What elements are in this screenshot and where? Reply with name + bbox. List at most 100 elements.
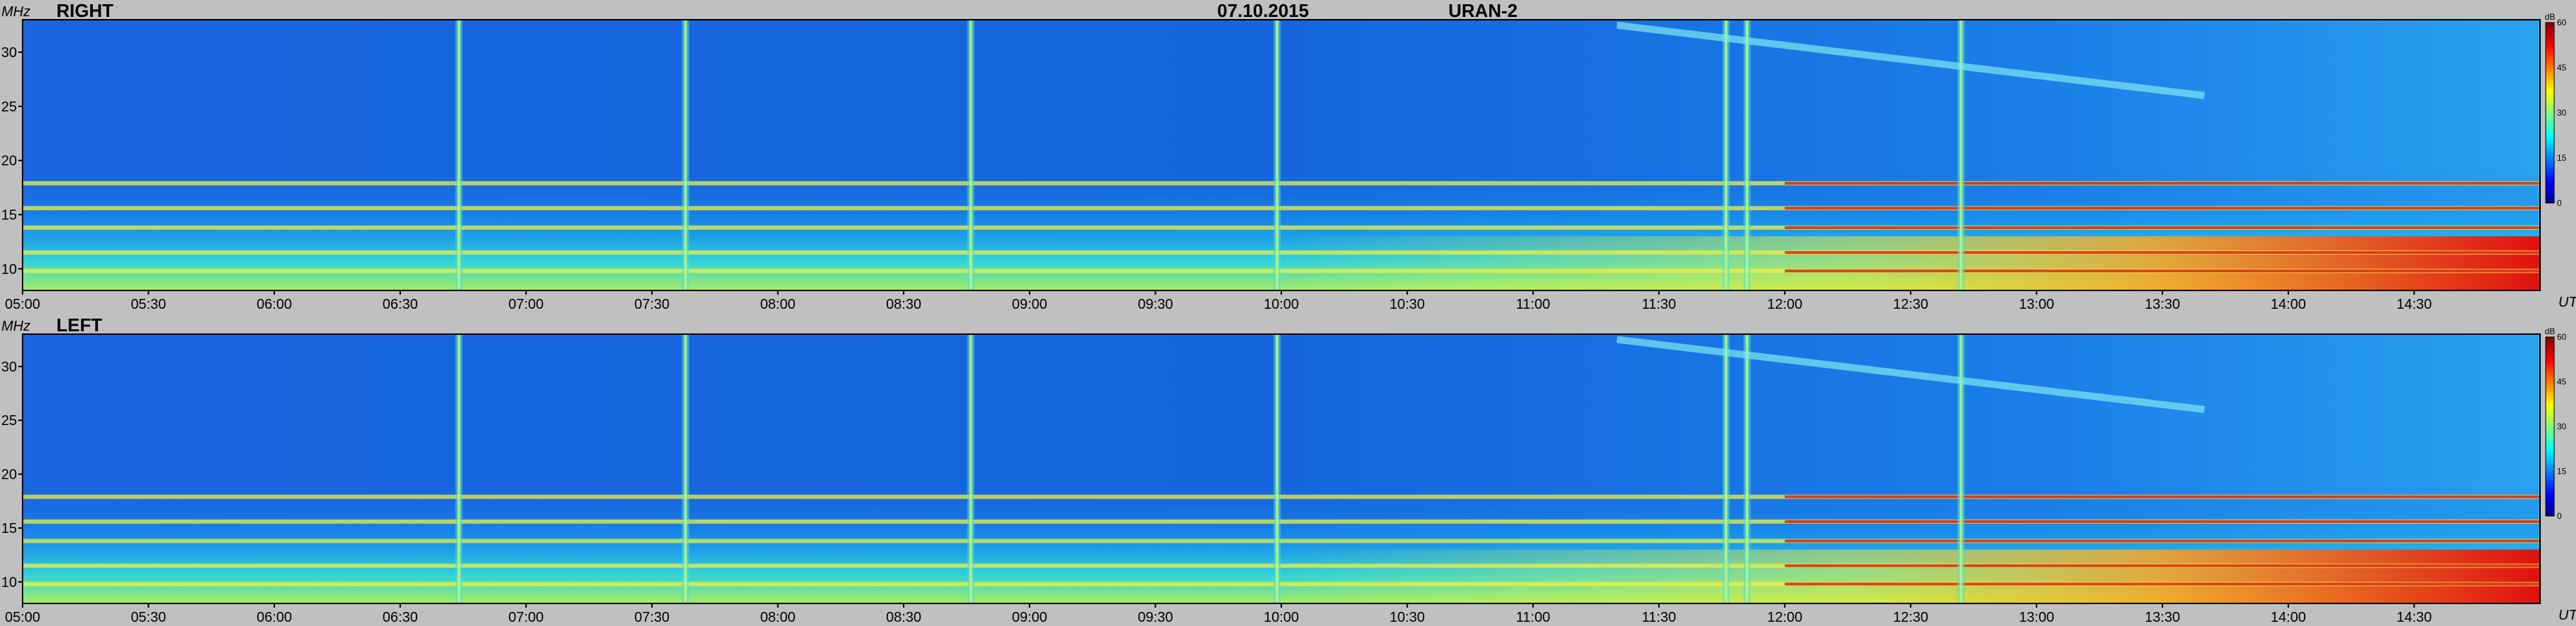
band-core-1 (1785, 564, 2540, 567)
x-tick-label-15: 12:30 (1893, 610, 1928, 625)
band-core-2 (1785, 226, 2540, 229)
colorbar-tick-60: 60 (2557, 18, 2567, 27)
x-tick-label-2: 06:00 (257, 297, 292, 312)
y-tick-label-25: 25 (1, 413, 17, 429)
x-tick-label-11: 10:30 (1390, 610, 1425, 625)
burst-4 (1725, 20, 1728, 290)
band-2 (23, 539, 2540, 544)
x-tick-label-5: 07:30 (634, 297, 670, 312)
x-tick-label-16: 13:00 (2019, 297, 2054, 312)
panel-title-left: LEFT (56, 314, 102, 336)
x-tick-label-0: 05:00 (5, 610, 40, 625)
x-tick-label-18: 14:00 (2271, 297, 2306, 312)
x-tick-label-4: 07:00 (508, 297, 543, 312)
x-tick-label-19: 14:30 (2396, 297, 2432, 312)
colorbar (2545, 22, 2555, 204)
colorbar-tick-15: 15 (2557, 153, 2567, 163)
x-tick-label-3: 06:30 (383, 610, 418, 625)
burst-5 (1745, 334, 1749, 603)
x-tick-label-15: 12:30 (1893, 297, 1928, 312)
band-1 (23, 563, 2540, 568)
x-tick-label-14: 12:00 (1767, 610, 1802, 625)
colorbar-tick-45: 45 (2557, 377, 2567, 387)
band-core-4 (1785, 495, 2540, 498)
band-core-0 (1785, 269, 2540, 273)
band-4 (23, 180, 2540, 185)
burst-1 (684, 20, 687, 290)
burst-0 (457, 20, 461, 290)
band-core-1 (1785, 251, 2540, 254)
x-tick-label-10: 10:00 (1264, 610, 1299, 625)
colorbar-tick-60: 60 (2557, 332, 2567, 342)
freq-unit-left: MHz (1, 319, 31, 334)
colorbar-tick-0: 0 (2557, 198, 2562, 208)
drifting-feature (1616, 336, 2205, 413)
band-4 (23, 494, 2540, 499)
spectrogram-panel-left: 10 15 20 25 30 05:00 05:30 06:00 06:30 07:00 07:30… (1, 326, 2567, 625)
band-core-3 (1785, 207, 2540, 210)
y-tick-label-30: 30 (1, 45, 17, 61)
colorbar (2545, 336, 2555, 517)
burst-3 (1276, 20, 1279, 290)
x-tick-label-7: 08:30 (886, 610, 921, 625)
x-tick-label-16: 13:00 (2019, 610, 2054, 625)
band-0 (23, 582, 2540, 587)
burst-0 (457, 334, 461, 603)
x-tick-label-9: 09:30 (1138, 297, 1173, 312)
colorbar-tick-15: 15 (2557, 467, 2567, 477)
x-tick-label-8: 09:00 (1012, 297, 1047, 312)
x-tick-label-13: 11:30 (1642, 610, 1677, 625)
colorbar-tick-0: 0 (2557, 511, 2562, 521)
time-unit-left: UT (2558, 608, 2576, 623)
band-0 (23, 269, 2540, 274)
x-tick-label-0: 05:00 (5, 297, 40, 312)
colorbar-tick-45: 45 (2557, 63, 2567, 73)
x-tick-label-13: 11:30 (1642, 297, 1677, 312)
x-tick-label-17: 13:30 (2145, 297, 2180, 312)
burst-4 (1725, 334, 1728, 603)
band-3 (23, 206, 2540, 211)
panel-title-right: RIGHT (56, 0, 113, 21)
instrument-label: URAN-2 (1448, 0, 1518, 21)
y-tick-label-15: 15 (1, 521, 17, 536)
band-core-3 (1785, 520, 2540, 523)
colorbar-tick-30: 30 (2557, 422, 2567, 431)
x-tick-label-11: 10:30 (1390, 297, 1425, 312)
burst-2 (969, 334, 973, 603)
burst-3 (1276, 334, 1279, 603)
y-tick-label-20: 20 (1, 467, 17, 483)
x-tick-label-2: 06:00 (257, 610, 292, 625)
band-core-4 (1785, 181, 2540, 185)
burst-6 (1959, 20, 1963, 290)
x-tick-label-3: 06:30 (383, 297, 418, 312)
x-tick-label-12: 11:00 (1516, 610, 1551, 625)
burst-1 (684, 334, 687, 603)
colorbar-tick-30: 30 (2557, 108, 2567, 118)
y-tick-label-25: 25 (1, 99, 17, 115)
x-tick-label-10: 10:00 (1264, 297, 1299, 312)
colorbar-unit: dB (2545, 326, 2556, 336)
x-tick-label-6: 08:00 (760, 610, 796, 625)
y-tick-label-10: 10 (1, 262, 17, 277)
band-3 (23, 519, 2540, 524)
y-tick-label-20: 20 (1, 154, 17, 169)
burst-5 (1745, 20, 1749, 290)
y-tick-label-30: 30 (1, 360, 17, 375)
band-2 (23, 225, 2540, 230)
burst-6 (1959, 334, 1963, 603)
x-tick-label-4: 07:00 (508, 610, 543, 625)
x-tick-label-12: 11:00 (1516, 297, 1551, 312)
band-core-2 (1785, 539, 2540, 543)
y-tick-label-15: 15 (1, 207, 17, 223)
x-tick-label-5: 07:30 (634, 610, 670, 625)
band-core-0 (1785, 582, 2540, 586)
x-tick-label-18: 14:00 (2271, 610, 2306, 625)
band-1 (23, 250, 2540, 255)
burst-2 (969, 20, 973, 290)
x-tick-label-19: 14:30 (2396, 610, 2432, 625)
x-tick-label-7: 08:30 (886, 297, 921, 312)
x-tick-label-9: 09:30 (1138, 610, 1173, 625)
spectrogram-panel-right: 10 15 20 25 30 05:00 05:30 06:00 06:30 07:00 07:30… (1, 12, 2567, 312)
freq-unit-right: MHz (1, 4, 31, 20)
